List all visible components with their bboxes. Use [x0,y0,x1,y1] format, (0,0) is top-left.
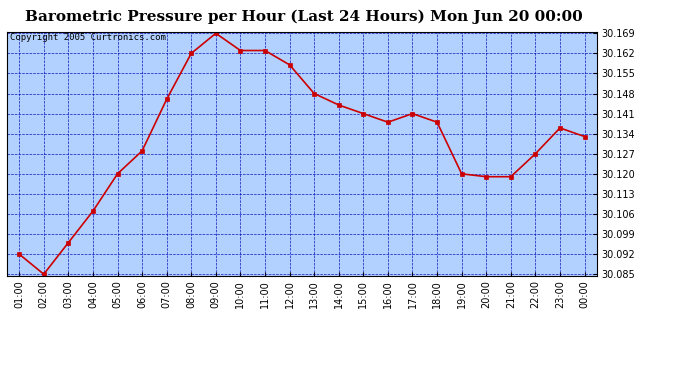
Text: Copyright 2005 Curtronics.com: Copyright 2005 Curtronics.com [10,33,166,42]
Text: Barometric Pressure per Hour (Last 24 Hours) Mon Jun 20 00:00: Barometric Pressure per Hour (Last 24 Ho… [25,9,582,24]
